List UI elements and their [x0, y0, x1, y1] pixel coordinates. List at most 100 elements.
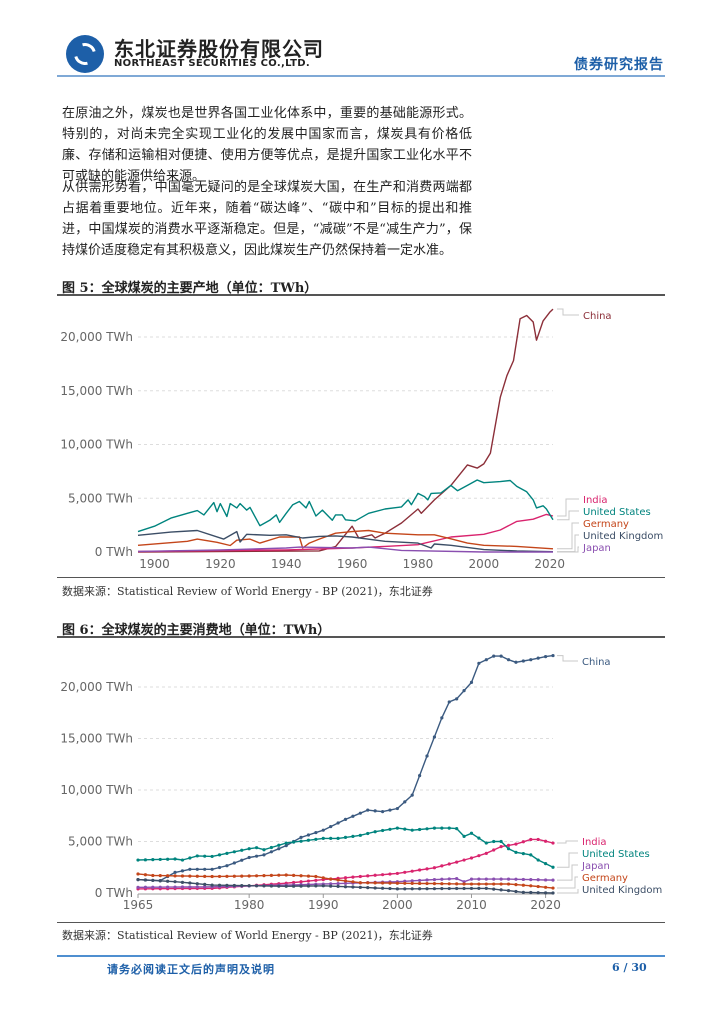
series-label: Germany [583, 519, 629, 530]
data-point [358, 811, 362, 815]
header-divider [57, 75, 665, 77]
data-point [410, 793, 414, 797]
data-point [418, 868, 422, 872]
data-point [136, 885, 140, 889]
coal-production-chart: 0 TWh 5,000 TWh 10,000 TWh 15,000 TWh 20,000… [60, 308, 663, 571]
data-point [366, 808, 370, 812]
data-point [425, 827, 429, 831]
data-point [262, 873, 266, 878]
company-name-cn: 东北证券股份有限公司 [114, 37, 324, 61]
data-point [343, 881, 348, 885]
data-point [277, 873, 281, 877]
data-point [551, 878, 555, 882]
data-point [506, 847, 511, 851]
data-point [292, 884, 296, 888]
data-point [551, 891, 555, 895]
series-line-china [137, 654, 554, 882]
data-point [188, 881, 192, 885]
data-point [269, 873, 273, 877]
data-point [225, 864, 229, 868]
data-point [521, 877, 525, 882]
data-point [299, 880, 303, 884]
data-point [306, 833, 311, 837]
data-point [455, 860, 459, 864]
data-point [447, 877, 451, 881]
data-point [410, 828, 414, 832]
data-point [514, 877, 518, 881]
data-point [210, 867, 214, 871]
data-point [336, 836, 340, 841]
data-point [188, 885, 192, 889]
data-point [432, 887, 437, 891]
data-point [469, 680, 474, 684]
data-point [188, 856, 192, 860]
data-point [358, 881, 362, 885]
data-point [217, 883, 222, 887]
data-point [492, 654, 496, 658]
data-point [277, 843, 281, 847]
data-point [514, 883, 518, 887]
figure-top-rule [57, 294, 665, 296]
data-point [336, 884, 340, 889]
data-point [492, 848, 496, 852]
data-point [395, 806, 399, 811]
label-connector [557, 498, 579, 517]
data-point [380, 886, 385, 890]
data-point [254, 884, 259, 888]
data-point [343, 817, 348, 821]
data-point [432, 882, 437, 886]
data-point [395, 871, 399, 876]
data-point [136, 872, 140, 876]
series-line-united-states [137, 827, 554, 868]
data-point [506, 843, 511, 847]
data-point [536, 837, 540, 842]
data-point [173, 885, 177, 889]
figure-bottom-rule [57, 922, 665, 923]
data-point [373, 886, 377, 890]
data-point [151, 873, 155, 878]
data-point [469, 831, 474, 835]
data-point [536, 656, 540, 660]
data-point [240, 874, 244, 878]
data-point [195, 867, 199, 871]
data-point [343, 879, 348, 883]
data-point [492, 882, 496, 886]
data-point [166, 885, 170, 889]
coal-consumption-chart: 0 TWh 5,000 TWh 10,000 TWh 15,000 TWh 20,000… [60, 653, 662, 912]
data-point [158, 874, 162, 878]
x-tick-label: 1960 [337, 557, 368, 571]
data-point [158, 857, 162, 862]
data-point [529, 658, 533, 662]
label-connector [557, 889, 579, 894]
data-point [543, 839, 548, 843]
data-point [388, 808, 392, 812]
data-point [247, 847, 251, 851]
x-tick-label: 1990 [308, 898, 339, 912]
series-label: United Kingdom [583, 531, 663, 542]
data-point [314, 874, 318, 879]
footer-divider [57, 955, 665, 957]
data-point [440, 864, 444, 868]
data-point [314, 830, 318, 835]
data-point [410, 879, 414, 883]
series-label: Germany [582, 873, 628, 884]
company-name-en: NORTHEAST SECURITIES CO.,LTD. [114, 58, 310, 69]
data-point [143, 873, 148, 877]
data-point [447, 826, 451, 830]
data-point [262, 848, 266, 852]
data-point [425, 887, 429, 891]
data-point [373, 830, 377, 834]
data-point [329, 877, 333, 881]
data-point [499, 654, 503, 658]
data-point [143, 858, 148, 862]
x-tick-label: 2020 [530, 898, 561, 912]
label-connector [557, 522, 579, 550]
data-point [329, 882, 333, 886]
data-point [477, 836, 481, 840]
data-point [188, 874, 192, 878]
data-point [514, 660, 518, 664]
data-point [492, 877, 496, 881]
data-point [232, 874, 236, 878]
data-point [240, 858, 244, 862]
